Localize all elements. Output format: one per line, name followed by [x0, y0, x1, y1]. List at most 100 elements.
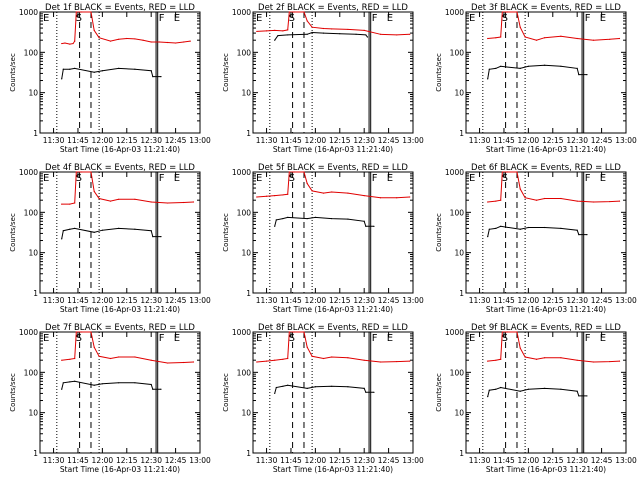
- data-point: [74, 227, 76, 229]
- data-point: [109, 357, 112, 360]
- data-point: [331, 191, 333, 193]
- plot-frame: [252, 171, 414, 294]
- data-point: [500, 225, 502, 227]
- data-point: [74, 67, 76, 69]
- chart-title: Det 6f BLACK = Events, RED = LLD: [471, 163, 621, 173]
- data-point: [265, 195, 268, 197]
- data-point: [93, 346, 95, 348]
- data-point: [347, 386, 349, 388]
- x-tick-label: 13:00: [615, 296, 637, 305]
- data-point: [75, 171, 77, 173]
- data-point: [311, 31, 313, 34]
- data-point: [560, 388, 562, 390]
- y-tick-label: 1000: [445, 168, 464, 177]
- data-point: [93, 384, 95, 386]
- data-point: [288, 171, 290, 173]
- data-point: [80, 11, 82, 13]
- y-tick-label: 1000: [445, 8, 464, 17]
- chart-title: Det 7f BLACK = Events, RED = LLD: [45, 323, 195, 333]
- data-point: [618, 200, 621, 202]
- marker-label: S: [502, 173, 508, 184]
- data-point: [134, 198, 136, 200]
- data-point: [160, 236, 162, 238]
- marker-label: F: [372, 333, 378, 344]
- data-point: [379, 197, 382, 199]
- data-point: [544, 357, 546, 359]
- data-point: [365, 34, 367, 36]
- data-point: [306, 387, 308, 389]
- y-tick-label: 1: [246, 449, 251, 458]
- data-point: [578, 395, 580, 397]
- data-point: [586, 234, 588, 236]
- x-tick-label: 13:00: [615, 136, 637, 145]
- data-point: [282, 217, 284, 220]
- marker-label: E: [469, 333, 475, 344]
- data-point: [331, 356, 333, 358]
- data-point: [93, 71, 95, 73]
- x-tick-label: 12:15: [329, 136, 351, 145]
- data-point: [90, 11, 92, 13]
- y-tick-label: 10: [241, 409, 251, 418]
- marker-label: S: [76, 333, 82, 344]
- data-point: [506, 171, 508, 173]
- x-tick-label: 12:30: [353, 296, 375, 305]
- y-tick-label: 100: [24, 368, 39, 377]
- data-point: [288, 331, 290, 333]
- x-tick-label: 12:45: [591, 136, 613, 145]
- marker-label: E: [256, 173, 262, 184]
- marker-label: S: [289, 13, 295, 24]
- data-point: [69, 381, 71, 383]
- data-point: [501, 11, 503, 13]
- y-tick-label: 1: [33, 129, 38, 138]
- plot-frame: [252, 331, 414, 454]
- x-tick-label: 11:30: [469, 296, 491, 305]
- y-tick-label: 1: [33, 289, 38, 298]
- marker-label: E: [174, 13, 180, 24]
- data-point: [409, 33, 411, 35]
- data-point: [274, 39, 276, 41]
- data-point: [306, 20, 308, 22]
- data-point: [62, 68, 64, 70]
- data-point: [287, 384, 289, 386]
- data-point: [152, 388, 154, 390]
- data-point: [306, 217, 308, 220]
- x-tick-label: 12:30: [140, 296, 162, 305]
- data-point: [495, 200, 497, 202]
- data-point: [192, 361, 195, 363]
- chart-title: Det 4f BLACK = Events, RED = LLD: [45, 163, 195, 173]
- data-point: [166, 362, 169, 364]
- marker-label: S: [76, 13, 82, 24]
- y-tick-label: 1: [459, 289, 464, 298]
- y-tick-label: 1000: [19, 8, 38, 17]
- chart-title: Det 3f BLACK = Events, RED = LLD: [471, 3, 621, 13]
- data-point: [373, 391, 375, 393]
- x-tick-label: 12:45: [165, 296, 187, 305]
- x-tick-label: 12:00: [518, 456, 540, 465]
- data-point: [274, 392, 276, 395]
- data-point: [347, 192, 349, 194]
- y-axis-label: Counts/sec: [222, 213, 230, 252]
- data-point: [487, 201, 489, 203]
- data-point: [287, 34, 289, 36]
- x-axis-label: Start Time (16-Apr-03 11:21:40): [60, 305, 180, 314]
- x-tick-label: 13:00: [189, 136, 211, 145]
- x-axis-label: Start Time (16-Apr-03 11:21:40): [273, 145, 393, 154]
- data-point: [275, 386, 277, 389]
- x-tick-label: 11:30: [469, 136, 491, 145]
- data-point: [74, 40, 76, 42]
- y-tick-label: 100: [24, 208, 39, 217]
- y-axis-label: Counts/sec: [9, 53, 17, 92]
- x-tick-label: 11:45: [280, 296, 302, 305]
- y-tick-label: 1000: [445, 328, 464, 337]
- data-point: [150, 41, 152, 43]
- data-point: [347, 218, 349, 220]
- x-tick-label: 11:30: [256, 136, 278, 145]
- data-point: [282, 30, 284, 32]
- data-point: [331, 385, 333, 387]
- data-point: [586, 395, 588, 397]
- x-tick-label: 12:30: [566, 456, 588, 465]
